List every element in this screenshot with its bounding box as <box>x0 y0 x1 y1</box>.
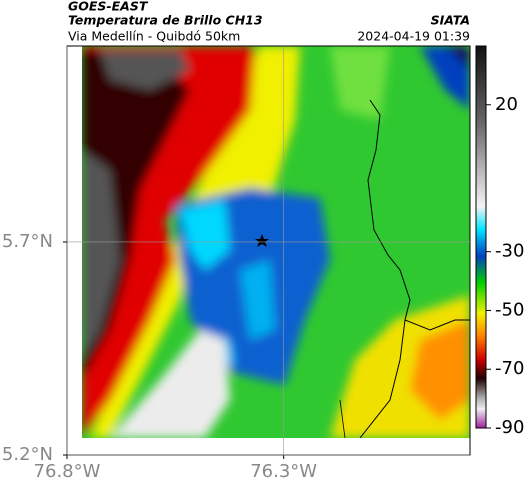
x-tick-label: 76.3°W <box>250 461 317 482</box>
colorbar-tick-label: 20 <box>495 94 518 115</box>
y-tick-label: 5.2°N <box>2 444 53 465</box>
brand: SIATA <box>431 13 470 28</box>
satellite-image <box>82 46 470 438</box>
colorbar-tick-label: -30 <box>495 241 524 262</box>
title: Temperatura de Brillo CH13 <box>68 13 263 28</box>
location-marker <box>255 234 269 247</box>
subtitle: Via Medellín - Quibdó 50km <box>68 29 240 44</box>
colorbar <box>475 45 487 429</box>
timestamp: 2024-04-19 01:39 <box>357 29 470 44</box>
colorbar-tick-label: -90 <box>495 417 524 438</box>
colorbar-tick-label: -50 <box>495 299 524 320</box>
colorbar-tick-label: -70 <box>495 358 524 379</box>
y-tick-label: 5.7°N <box>2 231 53 252</box>
x-tick-label: 76.8°W <box>34 461 101 482</box>
source: GOES-EAST <box>68 0 149 14</box>
